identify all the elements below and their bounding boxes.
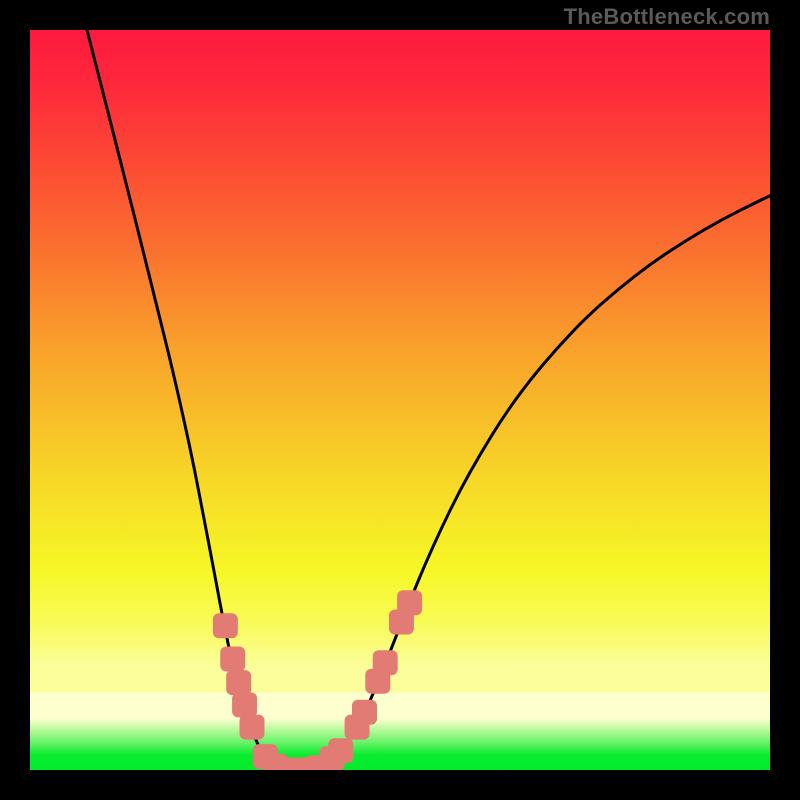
data-markers — [30, 30, 770, 770]
watermark-text: TheBottleneck.com — [564, 4, 770, 30]
plot-area — [30, 30, 770, 770]
